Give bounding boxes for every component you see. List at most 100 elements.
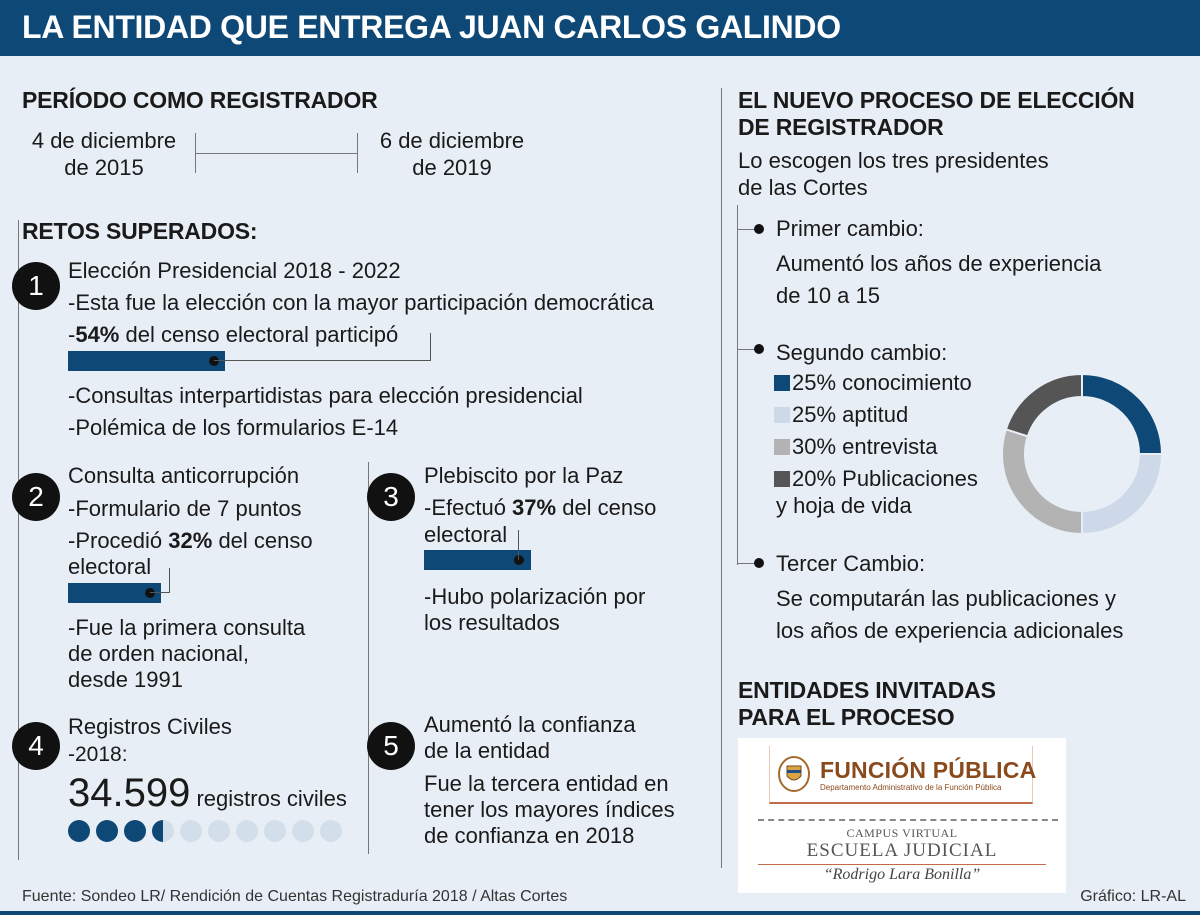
- legend-label-extra: y hoja de vida: [776, 493, 912, 518]
- reto-2-bar-dot: [145, 588, 155, 598]
- period-start: 4 de diciembre de 2015: [14, 127, 194, 181]
- cambio-2-tick: [737, 349, 757, 350]
- registro-circle: [68, 820, 90, 842]
- entidades-heading-line1: ENTIDADES INVITADAS: [738, 677, 996, 703]
- reto-2-progress-bar: [68, 583, 161, 603]
- period-timeline: [195, 153, 357, 154]
- reto-1-connector: [214, 333, 431, 361]
- reto-5-title-line1: Aumentó la confianza: [424, 712, 636, 737]
- reto-2-line1: -Formulario de 7 puntos: [68, 496, 302, 521]
- retos-heading: RETOS SUPERADOS:: [22, 218, 258, 244]
- reto-2-pct-suffix: del censo: [212, 528, 313, 553]
- reto-4-big-number: 34.599: [68, 771, 191, 815]
- footer-bar: [0, 911, 1200, 915]
- reto-1-pct-line: -54% del censo electoral participó: [68, 321, 398, 348]
- retos-vertical-line: [18, 220, 19, 860]
- reto-1-line1: -Esta fue la elección con la mayor parti…: [68, 290, 654, 315]
- reto-3-title: Plebiscito por la Paz: [424, 463, 624, 488]
- cambios-timeline: [737, 205, 738, 565]
- cambio-1-tick: [737, 229, 757, 230]
- registro-circle: [180, 820, 202, 842]
- cambio-1-dot: [754, 224, 764, 234]
- registro-circle: [208, 820, 230, 842]
- escuela-judicial-line3: “Rodrigo Lara Bonilla”: [823, 866, 981, 883]
- reto-3-pct-line: -Efectuó 37% del censo: [424, 494, 656, 521]
- reto-4-line1: -2018:: [68, 743, 128, 766]
- donut-slice-publicaciones-y-hoja-de-vida: [1004, 372, 1083, 438]
- registro-circle: [152, 820, 174, 842]
- reto-1-pct-prefix: -: [68, 322, 76, 347]
- cambio-1-title: Primer cambio:: [776, 216, 924, 241]
- period-start-line2: de 2015: [64, 155, 144, 180]
- reto-5-title-line2: de la entidad: [424, 738, 550, 763]
- reto-1-pct: 54%: [75, 322, 120, 347]
- period-heading: PERÍODO COMO REGISTRADOR: [22, 87, 378, 113]
- legend-label-aptitud: 25% aptitud: [792, 402, 909, 427]
- reto-3-pct: 37%: [512, 495, 557, 520]
- period-end-line1: 6 de diciembre: [379, 128, 525, 153]
- reto-5-line1: Fue la tercera entidad en: [424, 771, 669, 796]
- registro-circle: [236, 820, 258, 842]
- reto-2-pct: 32%: [168, 528, 213, 553]
- cambio-2-dot: [754, 344, 764, 354]
- reto-3-connector: [498, 530, 519, 560]
- footer-source: Fuente: Sondeo LR/ Rendición de Cuentas …: [22, 888, 568, 905]
- cambio-1-line1: Aumentó los años de experiencia: [776, 251, 1102, 276]
- reto-1-title: Elección Presidencial 2018 - 2022: [68, 258, 401, 283]
- escuela-judicial-line1: CAMPUS VIRTUAL: [846, 826, 958, 840]
- proceso-heading-line1: EL NUEVO PROCESO DE ELECCIÓN: [738, 87, 1135, 113]
- donut-slice-aptitud: [1081, 453, 1164, 536]
- reto-1-line4: -Polémica de los formularios E-14: [68, 415, 399, 440]
- registros-circles: [68, 820, 358, 844]
- reto-3-pct-suffix: del censo: [556, 495, 657, 520]
- registro-circle: [292, 820, 314, 842]
- reto-2-pct-prefix: -Procedió: [68, 528, 169, 553]
- reto-3-number: 3: [367, 473, 415, 521]
- proceso-intro-line1: Lo escogen los tres presidentes: [738, 148, 1049, 173]
- legend-label-entrevista: 30% entrevista: [792, 434, 938, 459]
- reto-3-bar-dot: [514, 555, 524, 565]
- registro-circle: [96, 820, 118, 842]
- reto-1-number: 1: [12, 262, 60, 310]
- funcion-publica-frame: [769, 746, 1033, 804]
- page-title: LA ENTIDAD QUE ENTREGA JUAN CARLOS GALIN…: [22, 9, 841, 45]
- cambio-3-dot: [754, 558, 764, 568]
- donut-slice-conocimiento: [1081, 372, 1164, 455]
- legend-label-conocimiento: 25% conocimiento: [792, 370, 972, 395]
- logos-divider: [758, 819, 1058, 821]
- period-end: 6 de diciembre de 2019: [362, 127, 542, 181]
- reto-1-progress-bar: [68, 351, 225, 371]
- reto-2-title: Consulta anticorrupción: [68, 463, 300, 488]
- reto-5-line2: tener los mayores índices: [424, 797, 675, 822]
- reto-3-progress-bar: [424, 550, 532, 570]
- legend-swatch-conocimiento: [774, 375, 790, 391]
- period-start-line1: 4 de diciembre: [31, 128, 177, 153]
- cambio-3-body: Se computarán las publicaciones y los añ…: [776, 583, 1123, 647]
- reto-2-pct-line2: electoral: [68, 554, 152, 579]
- proceso-heading-line2: DE REGISTRADOR: [738, 114, 944, 140]
- logos-box: FUNCIÓN PÚBLICA Departamento Administrat…: [738, 738, 1066, 893]
- retos-column-divider: [368, 462, 369, 854]
- reto-2-connector: [150, 568, 170, 593]
- cambio-3-line2: los años de experiencia adicionales: [776, 618, 1124, 643]
- donut-slice-entrevista: [1001, 428, 1083, 536]
- footer-credit: Gráfico: LR-AL: [1080, 888, 1186, 905]
- proceso-intro-line2: de las Cortes: [738, 175, 868, 200]
- reto-1-pct-suffix: del censo electoral participó: [119, 322, 399, 347]
- cambio-1-line2: de 10 a 15: [776, 283, 880, 308]
- period-right-tick: [357, 133, 358, 173]
- reto-2-number: 2: [12, 473, 60, 521]
- cambio-3-title: Tercer Cambio:: [776, 551, 926, 576]
- right-column-divider: [721, 88, 722, 868]
- reto-4-number: 4: [12, 722, 60, 770]
- entidades-heading-line2: PARA EL PROCESO: [738, 704, 955, 730]
- reto-2-pct-line: -Procedió 32% del censo: [68, 527, 313, 554]
- entidades-heading: ENTIDADES INVITADAS PARA EL PROCESO: [738, 677, 996, 731]
- reto-4-big-line: 34.599 registros civiles: [68, 768, 347, 818]
- registro-circle: [264, 820, 286, 842]
- cambio-3-tick: [737, 563, 757, 564]
- reto-4-big-suffix: registros civiles: [190, 786, 347, 811]
- reto-3-line4: los resultados: [424, 610, 560, 635]
- header-bar: LA ENTIDAD QUE ENTREGA JUAN CARLOS GALIN…: [0, 0, 1200, 56]
- legend-swatch-aptitud: [774, 407, 790, 423]
